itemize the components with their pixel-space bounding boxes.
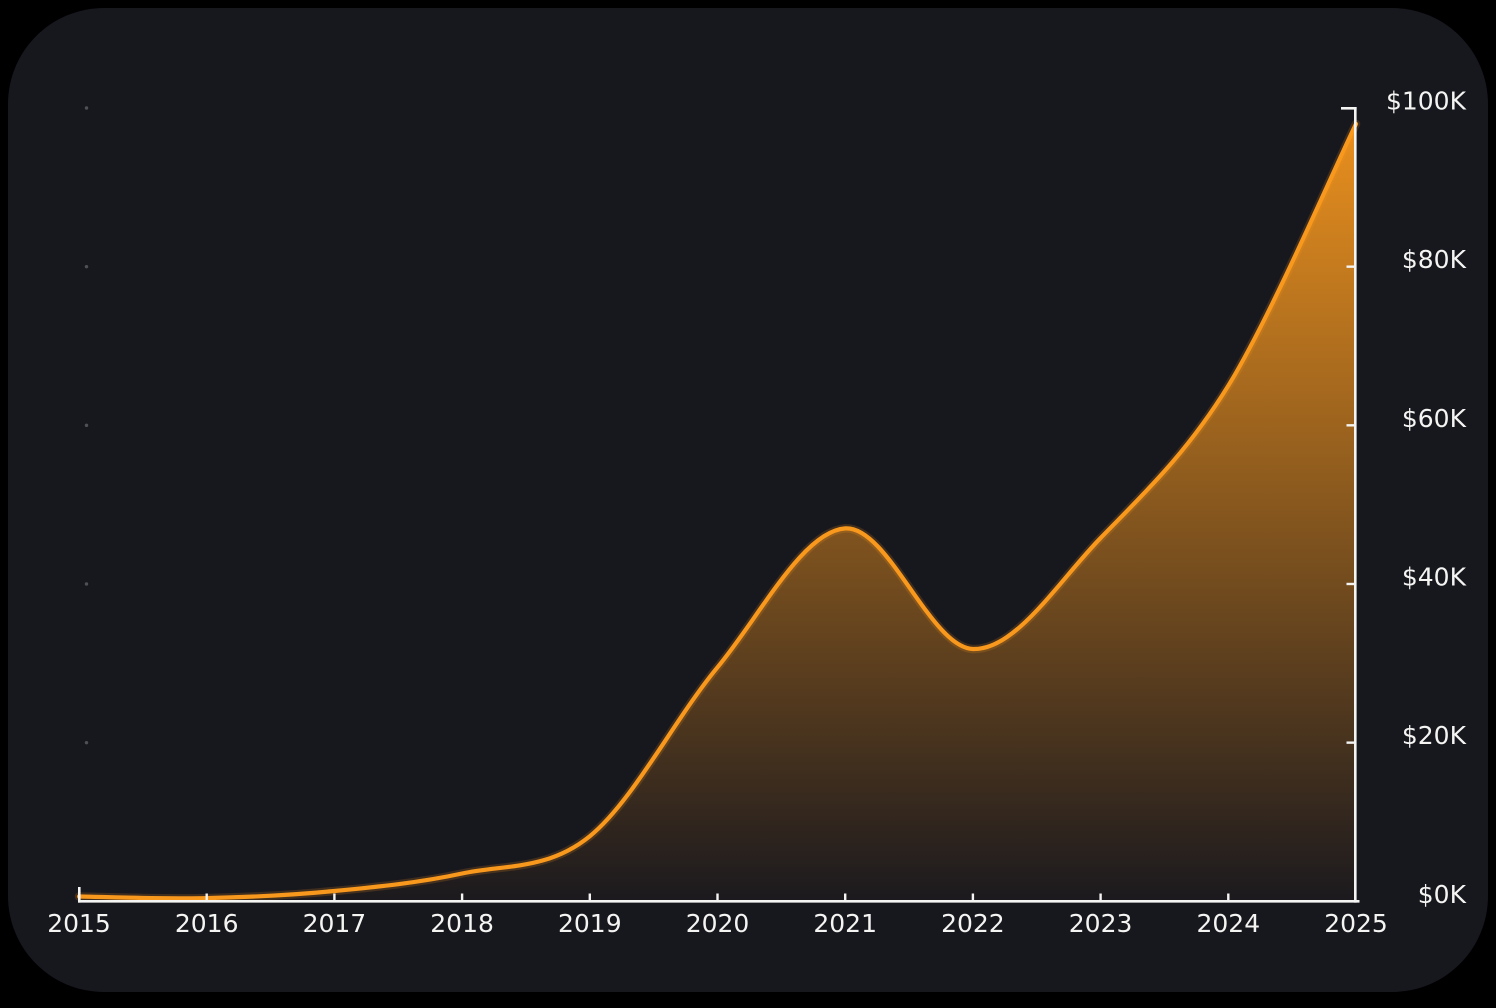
x-tick-label: 2024 [1196,909,1260,938]
y-tick-label: $60K [1402,404,1467,433]
x-tick-labels: 2015 2016 2017 2018 2019 2020 2021 2022 2023 2024… [47,909,1388,938]
x-tick-label: 2018 [430,909,494,938]
area-chart: 2015 2016 2017 2018 2019 2020 2021 2022 2023 2024… [8,8,1496,1008]
x-tick-label: 2016 [175,909,239,938]
x-tick-label: 2015 [47,909,111,938]
y-tick-label: $20K [1402,721,1467,750]
left-gridline-dot [85,265,88,268]
left-gridline-dot [85,424,88,427]
x-tick-label: 2019 [558,909,622,938]
y-tick-label: $80K [1402,245,1467,274]
left-edge-dots [85,106,88,744]
x-tick-label: 2020 [686,909,750,938]
left-gridline-dot [85,582,88,585]
y-tick-label: $0K [1418,880,1467,909]
y-tick-label: $40K [1402,562,1467,591]
x-tick-label: 2023 [1069,909,1133,938]
area-fill [79,124,1356,901]
y-tick-labels: $0K $20K $40K $60K $80K $100K [1386,87,1467,909]
x-tick-label: 2021 [813,909,877,938]
left-gridline-dot [85,106,88,109]
y-tick-label: $100K [1386,87,1467,116]
left-gridline-dot [85,741,88,744]
x-tick-label: 2022 [941,909,1005,938]
chart-card: 2015 2016 2017 2018 2019 2020 2021 2022 2023 2024… [8,8,1488,992]
series-area [79,124,1356,901]
x-tick-label: 2025 [1324,909,1388,938]
x-tick-label: 2017 [303,909,367,938]
